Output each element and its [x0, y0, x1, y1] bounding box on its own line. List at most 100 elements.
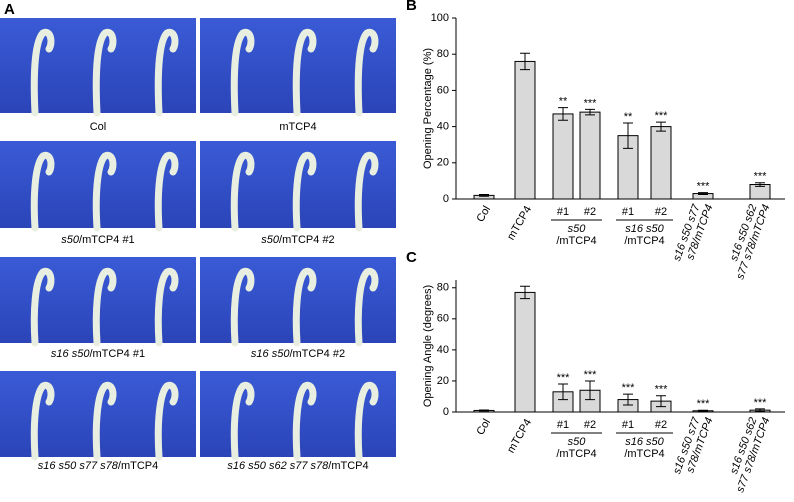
x-tick-label: #1: [557, 206, 569, 218]
bar: [514, 60, 536, 200]
caption-text: /mTCP4 #2: [279, 234, 335, 246]
seedling: [354, 267, 379, 347]
caption-italic: s16 s50: [51, 348, 90, 360]
seedling: [30, 28, 55, 117]
group-label: /mTCP4: [624, 448, 664, 460]
significance: ***: [622, 382, 636, 394]
y-tick-label: 40: [437, 344, 449, 356]
seedling: [30, 267, 55, 347]
seedling: [92, 267, 117, 347]
error-bar: [623, 393, 633, 406]
x-tick-label: #2: [584, 206, 596, 218]
seedling: [92, 28, 117, 117]
caption-italic: s16 s50 s62 s77 s78: [227, 460, 329, 472]
error-line: [585, 108, 595, 116]
seedling: [92, 381, 117, 461]
error-line: [623, 393, 633, 406]
x-tick-label: #2: [655, 206, 667, 218]
caption-text: mTCP4: [279, 121, 316, 133]
caption-italic: s16 s50: [251, 348, 290, 360]
error-bar: [520, 285, 530, 300]
error-line: [520, 285, 530, 300]
error-bar: [755, 408, 765, 412]
error-bar: [558, 107, 568, 121]
error-bar: [558, 383, 568, 401]
photo-caption: s50/mTCP4 #2: [261, 234, 334, 246]
group-label: /mTCP4: [556, 235, 596, 247]
y-tick-label: 60: [437, 313, 449, 325]
significance: ***: [754, 397, 768, 409]
group-label: /mTCP4: [556, 448, 596, 460]
bar: [650, 126, 672, 200]
y-tick-label: 100: [431, 12, 449, 24]
error-bar: [755, 182, 765, 187]
error-line: [520, 52, 530, 71]
photo-caption: s16 s50 s62 s77 s78/mTCP4: [227, 460, 368, 472]
bar: [514, 291, 536, 413]
x-tick-label: #2: [584, 419, 596, 431]
x-tick-label: mTCP4: [505, 204, 534, 242]
error-line: [585, 380, 595, 401]
seedling: [354, 381, 379, 461]
caption-text: /mTCP4 #1: [79, 234, 135, 246]
bar: [552, 113, 574, 200]
error-bar: [520, 52, 530, 71]
error-bar: [623, 122, 633, 149]
group-label: s50: [568, 436, 587, 448]
seedling: [154, 151, 179, 232]
seedling: [230, 28, 255, 117]
y-axis-label: Opening Angle (degrees): [422, 285, 434, 407]
error-line: [656, 121, 666, 132]
seedling: [30, 381, 55, 461]
error-line: [623, 122, 633, 149]
y-tick-label: 80: [437, 282, 449, 294]
significance: ***: [754, 171, 768, 183]
x-tick-label: #2: [655, 419, 667, 431]
significance: ***: [655, 110, 669, 122]
x-tick-label: #1: [622, 419, 634, 431]
seedling: [154, 267, 179, 347]
y-tick-label: 0: [443, 406, 449, 418]
photo-caption: s50/mTCP4 #1: [61, 234, 134, 246]
seedling: [292, 267, 317, 347]
group-label: s16 s50: [625, 436, 664, 448]
significance: ***: [584, 97, 598, 109]
error-bar: [656, 395, 666, 408]
seedling: [292, 151, 317, 232]
x-tick-label: Col: [474, 417, 493, 437]
seedling: [30, 151, 55, 232]
error-line: [698, 192, 708, 195]
y-tick-label: 0: [443, 193, 449, 205]
error-line: [479, 193, 489, 197]
error-line: [755, 182, 765, 187]
caption-text: /mTCP4 #1: [89, 348, 145, 360]
photo-caption: mTCP4: [279, 121, 316, 133]
significance: ***: [697, 398, 711, 410]
caption-italic: s50: [261, 234, 280, 246]
photo-caption: s16 s50 s77 s78/mTCP4: [38, 460, 158, 472]
x-tick-label: #1: [557, 419, 569, 431]
error-bar: [698, 192, 708, 195]
error-bar: [479, 409, 489, 412]
seedling: [230, 381, 255, 461]
x-tick-label: Col: [474, 204, 493, 224]
error-bar: [479, 193, 489, 197]
error-line: [698, 409, 708, 412]
significance: ***: [697, 181, 711, 193]
significance: ***: [584, 369, 598, 381]
caption-italic: s16 s50 s77 s78: [38, 460, 119, 472]
bar: [579, 111, 601, 200]
photo-caption: s16 s50/mTCP4 #2: [251, 348, 345, 360]
caption-text: /mTCP4 #2: [289, 348, 345, 360]
caption-text: /mTCP4: [118, 460, 158, 472]
y-tick-label: 20: [437, 375, 449, 387]
significance: **: [624, 111, 633, 123]
error-line: [656, 395, 666, 408]
seedling: [154, 381, 179, 461]
caption-italic: s50: [61, 234, 80, 246]
x-tick-label: #1: [622, 206, 634, 218]
seedling: [92, 151, 117, 232]
error-bar: [585, 380, 595, 401]
y-tick-label: 60: [437, 84, 449, 96]
